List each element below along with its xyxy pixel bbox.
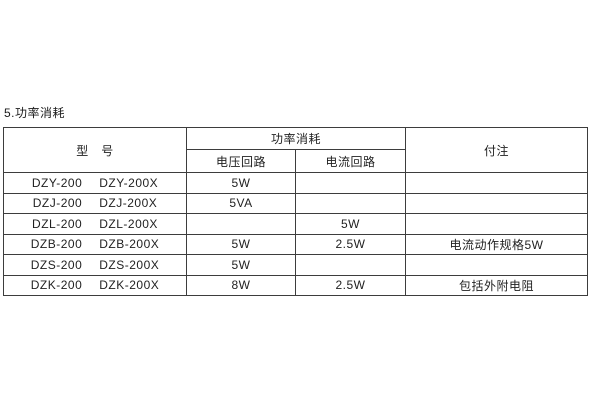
cell-model: DZL-200 DZL-200X bbox=[3, 213, 187, 235]
table-row: DZY-200 DZY-200X 5W bbox=[3, 172, 589, 194]
model-name: DZS-200X bbox=[99, 257, 160, 272]
cell-current: 5W bbox=[294, 213, 407, 235]
table-row: DZS-200 DZS-200X 5W bbox=[3, 254, 589, 276]
cell-model: DZB-200 DZB-200X bbox=[3, 233, 187, 255]
cell-note bbox=[405, 192, 589, 214]
cell-model: DZJ-200 DZJ-200X bbox=[3, 192, 187, 214]
cell-voltage: 5VA bbox=[186, 192, 296, 214]
model-pair: DZK-200 DZK-200X bbox=[5, 278, 186, 293]
cell-voltage: 5W bbox=[186, 172, 296, 194]
cell-note bbox=[405, 213, 589, 235]
table-row: DZL-200 DZL-200X 5W bbox=[3, 213, 589, 235]
model-name: DZK-200X bbox=[99, 278, 160, 293]
cell-current: 2.5W bbox=[294, 274, 407, 296]
model-pair: DZB-200 DZB-200X bbox=[5, 237, 186, 252]
cell-current bbox=[294, 172, 407, 194]
model-name: DZK-200 bbox=[30, 278, 83, 293]
cell-voltage bbox=[186, 213, 296, 235]
header-cell-voltage-circuit: 电压回路 bbox=[186, 149, 296, 173]
cell-model: DZK-200 DZK-200X bbox=[3, 274, 187, 296]
model-name: DZB-200 bbox=[30, 237, 83, 252]
model-name: DZY-200 bbox=[31, 175, 83, 190]
cell-note: 包括外附电阻 bbox=[405, 274, 589, 296]
cell-current: 2.5W bbox=[294, 233, 407, 255]
cell-model: DZY-200 DZY-200X bbox=[3, 172, 187, 194]
cell-current bbox=[294, 254, 407, 276]
cell-note: 电流动作规格5W bbox=[405, 233, 589, 255]
power-consumption-table: 型 号 功率消耗 付注 电压回路 电流回路 DZY-200 DZY-200X 5… bbox=[3, 127, 589, 296]
cell-current bbox=[294, 192, 407, 214]
header-cell-current-circuit: 电流回路 bbox=[294, 149, 407, 173]
header-cell-power-group: 功率消耗 bbox=[185, 127, 407, 150]
model-name: DZS-200 bbox=[30, 257, 83, 272]
model-name: DZJ-200X bbox=[99, 196, 158, 211]
model-name: DZL-200X bbox=[99, 216, 158, 231]
table-row: DZJ-200 DZJ-200X 5VA bbox=[3, 192, 589, 214]
cell-model: DZS-200 DZS-200X bbox=[3, 254, 187, 276]
section-title: 5.功率消耗 bbox=[4, 106, 66, 120]
model-pair: DZY-200 DZY-200X bbox=[5, 175, 186, 190]
model-pair: DZJ-200 DZJ-200X bbox=[5, 196, 186, 211]
cell-voltage: 8W bbox=[186, 274, 296, 296]
table-row: DZK-200 DZK-200X 8W 2.5W 包括外附电阻 bbox=[3, 274, 589, 296]
header-cell-notes: 付注 bbox=[405, 127, 589, 173]
cell-note bbox=[405, 254, 589, 276]
model-name: DZY-200X bbox=[99, 175, 159, 190]
model-pair: DZL-200 DZL-200X bbox=[5, 216, 186, 231]
table-row: DZB-200 DZB-200X 5W 2.5W 电流动作规格5W bbox=[3, 233, 589, 255]
model-name: DZL-200 bbox=[32, 216, 83, 231]
cell-note bbox=[405, 172, 589, 194]
model-name: DZB-200X bbox=[99, 237, 160, 252]
header-row-sub: 电压回路 电流回路 bbox=[4, 149, 588, 173]
header-cell-model: 型 号 bbox=[3, 127, 187, 173]
header-row-top: 型 号 功率消耗 付注 bbox=[3, 127, 589, 173]
model-name: DZJ-200 bbox=[32, 196, 83, 211]
model-pair: DZS-200 DZS-200X bbox=[5, 257, 186, 272]
table-body: DZY-200 DZY-200X 5W DZJ-200 DZJ-200X 5VA bbox=[3, 172, 589, 296]
table-header: 型 号 功率消耗 付注 电压回路 电流回路 bbox=[3, 127, 589, 173]
cell-voltage: 5W bbox=[186, 233, 296, 255]
cell-voltage: 5W bbox=[186, 254, 296, 276]
